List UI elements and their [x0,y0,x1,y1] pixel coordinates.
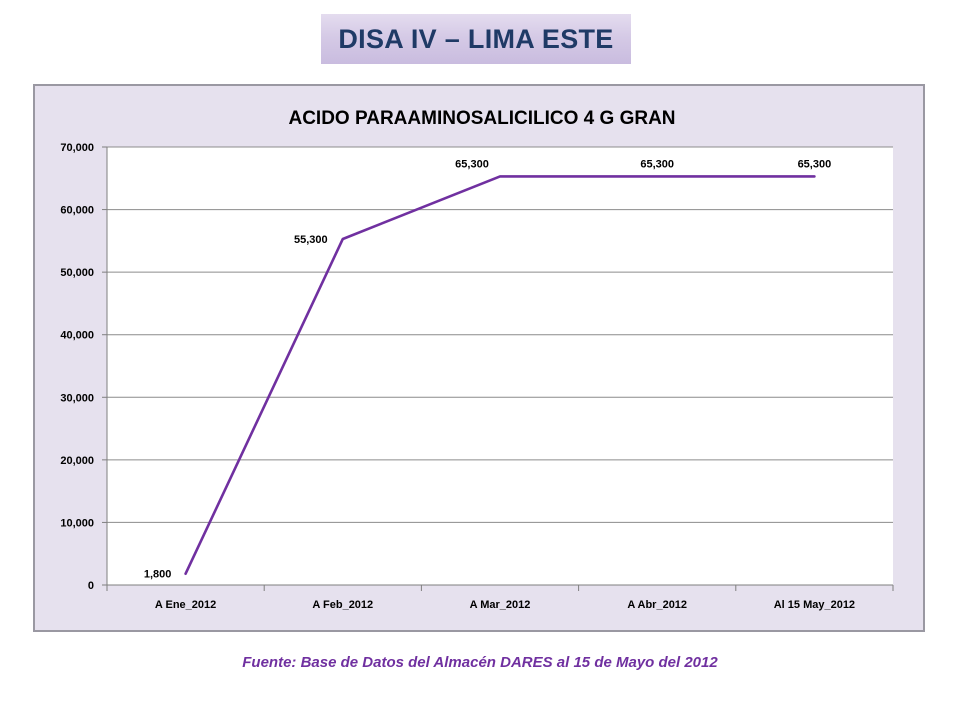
y-tick-label: 0 [88,580,94,592]
data-label: 55,300 [294,234,328,246]
data-label: 65,300 [455,158,489,170]
y-tick-label: 40,000 [60,330,94,342]
page-title: DISA IV – LIMA ESTE [338,23,614,54]
y-tick-label: 30,000 [60,392,94,404]
y-tick-label: 60,000 [60,205,94,217]
header-banner: DISA IV – LIMA ESTE [321,14,631,64]
plot-area [107,147,893,585]
data-label: 65,300 [640,158,674,170]
source-note: Fuente: Base de Datos del Almacén DARES … [242,654,718,671]
data-label: 1,800 [144,569,172,581]
chart-title: ACIDO PARAAMINOSALICILICO 4 G GRAN [288,108,675,129]
x-tick-label: A Abr_2012 [627,599,687,611]
x-tick-label: A Mar_2012 [470,599,531,611]
y-tick-label: 50,000 [60,267,94,279]
x-tick-label: A Ene_2012 [155,599,216,611]
y-tick-label: 10,000 [60,517,94,529]
x-tick-label: A Feb_2012 [312,599,373,611]
y-tick-label: 20,000 [60,455,94,467]
data-label: 65,300 [798,158,832,170]
x-tick-label: Al 15 May_2012 [774,599,855,611]
y-tick-label: 70,000 [60,142,94,154]
